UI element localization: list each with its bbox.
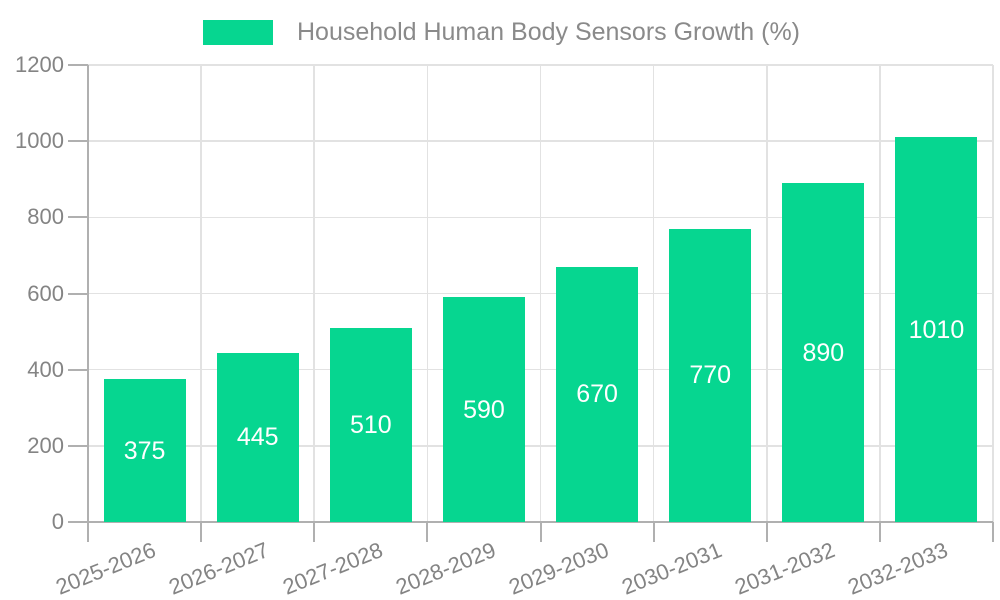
x-axis-label: 2032-2033	[844, 537, 952, 600]
y-axis-line	[87, 65, 89, 522]
x-axis-line	[88, 521, 993, 523]
gridline-vertical	[765, 65, 768, 522]
x-axis-tick	[539, 522, 542, 542]
y-axis-tick	[68, 521, 88, 523]
x-axis-label: 2031-2032	[731, 537, 839, 600]
bar-value-label: 590	[463, 395, 505, 424]
bar	[103, 379, 186, 522]
gridline-vertical	[879, 65, 881, 522]
x-axis-label: 2026-2027	[165, 537, 273, 600]
x-axis-tick	[765, 522, 768, 542]
y-axis-label: 1000	[15, 128, 64, 154]
x-axis-tick	[313, 522, 316, 542]
bar	[442, 297, 525, 522]
y-axis-label: 600	[27, 280, 64, 306]
x-axis-tick	[992, 522, 994, 542]
bar	[216, 352, 299, 522]
bar	[669, 228, 752, 522]
bar	[556, 266, 639, 522]
y-axis-label: 1200	[15, 52, 64, 77]
gridline-vertical	[652, 65, 655, 522]
gridline-vertical	[426, 65, 429, 522]
gridline-vertical	[313, 65, 316, 522]
gridline-vertical	[200, 65, 202, 522]
bar-value-label: 890	[802, 338, 845, 367]
gridline-vertical	[539, 65, 542, 522]
legend-label: Household Human Body Sensors Growth (%)	[297, 18, 801, 46]
y-axis-tick	[68, 444, 88, 447]
y-axis-label: 0	[51, 509, 64, 534]
bar	[895, 137, 978, 522]
legend-swatch-icon	[203, 19, 273, 45]
bar-value-label: 770	[689, 361, 732, 390]
bar-value-label: 1010	[908, 315, 965, 344]
x-axis-tick	[652, 522, 655, 542]
x-axis-tick	[87, 522, 89, 542]
y-axis-label: 800	[27, 204, 64, 230]
y-axis-tick	[68, 368, 88, 371]
gridline-vertical	[992, 65, 994, 522]
x-axis-label: 2030-2031	[618, 537, 726, 600]
x-axis-tick	[878, 522, 881, 542]
bar-value-label: 510	[349, 410, 392, 439]
y-axis-tick	[68, 216, 88, 219]
bar	[329, 327, 412, 522]
y-axis-label: 400	[27, 356, 64, 382]
bar	[782, 183, 865, 522]
x-axis-label: 2027-2028	[278, 537, 386, 600]
legend[interactable]: Household Human Body Sensors Growth (%)	[203, 19, 800, 45]
x-axis-label: 2025-2026	[52, 537, 160, 600]
y-axis-tick	[68, 292, 88, 295]
x-axis-tick	[200, 522, 203, 542]
bar-value-label: 375	[123, 436, 166, 465]
y-axis-tick	[68, 140, 88, 143]
x-axis-label: 2028-2029	[392, 537, 499, 600]
gridline-horizontal	[88, 64, 993, 66]
bar-value-label: 670	[576, 380, 618, 409]
y-axis-label: 200	[27, 432, 64, 458]
y-axis-tick	[68, 64, 88, 66]
bar-value-label: 445	[236, 423, 279, 452]
x-axis-label: 2029-2030	[505, 537, 613, 600]
x-axis-tick	[426, 522, 429, 542]
